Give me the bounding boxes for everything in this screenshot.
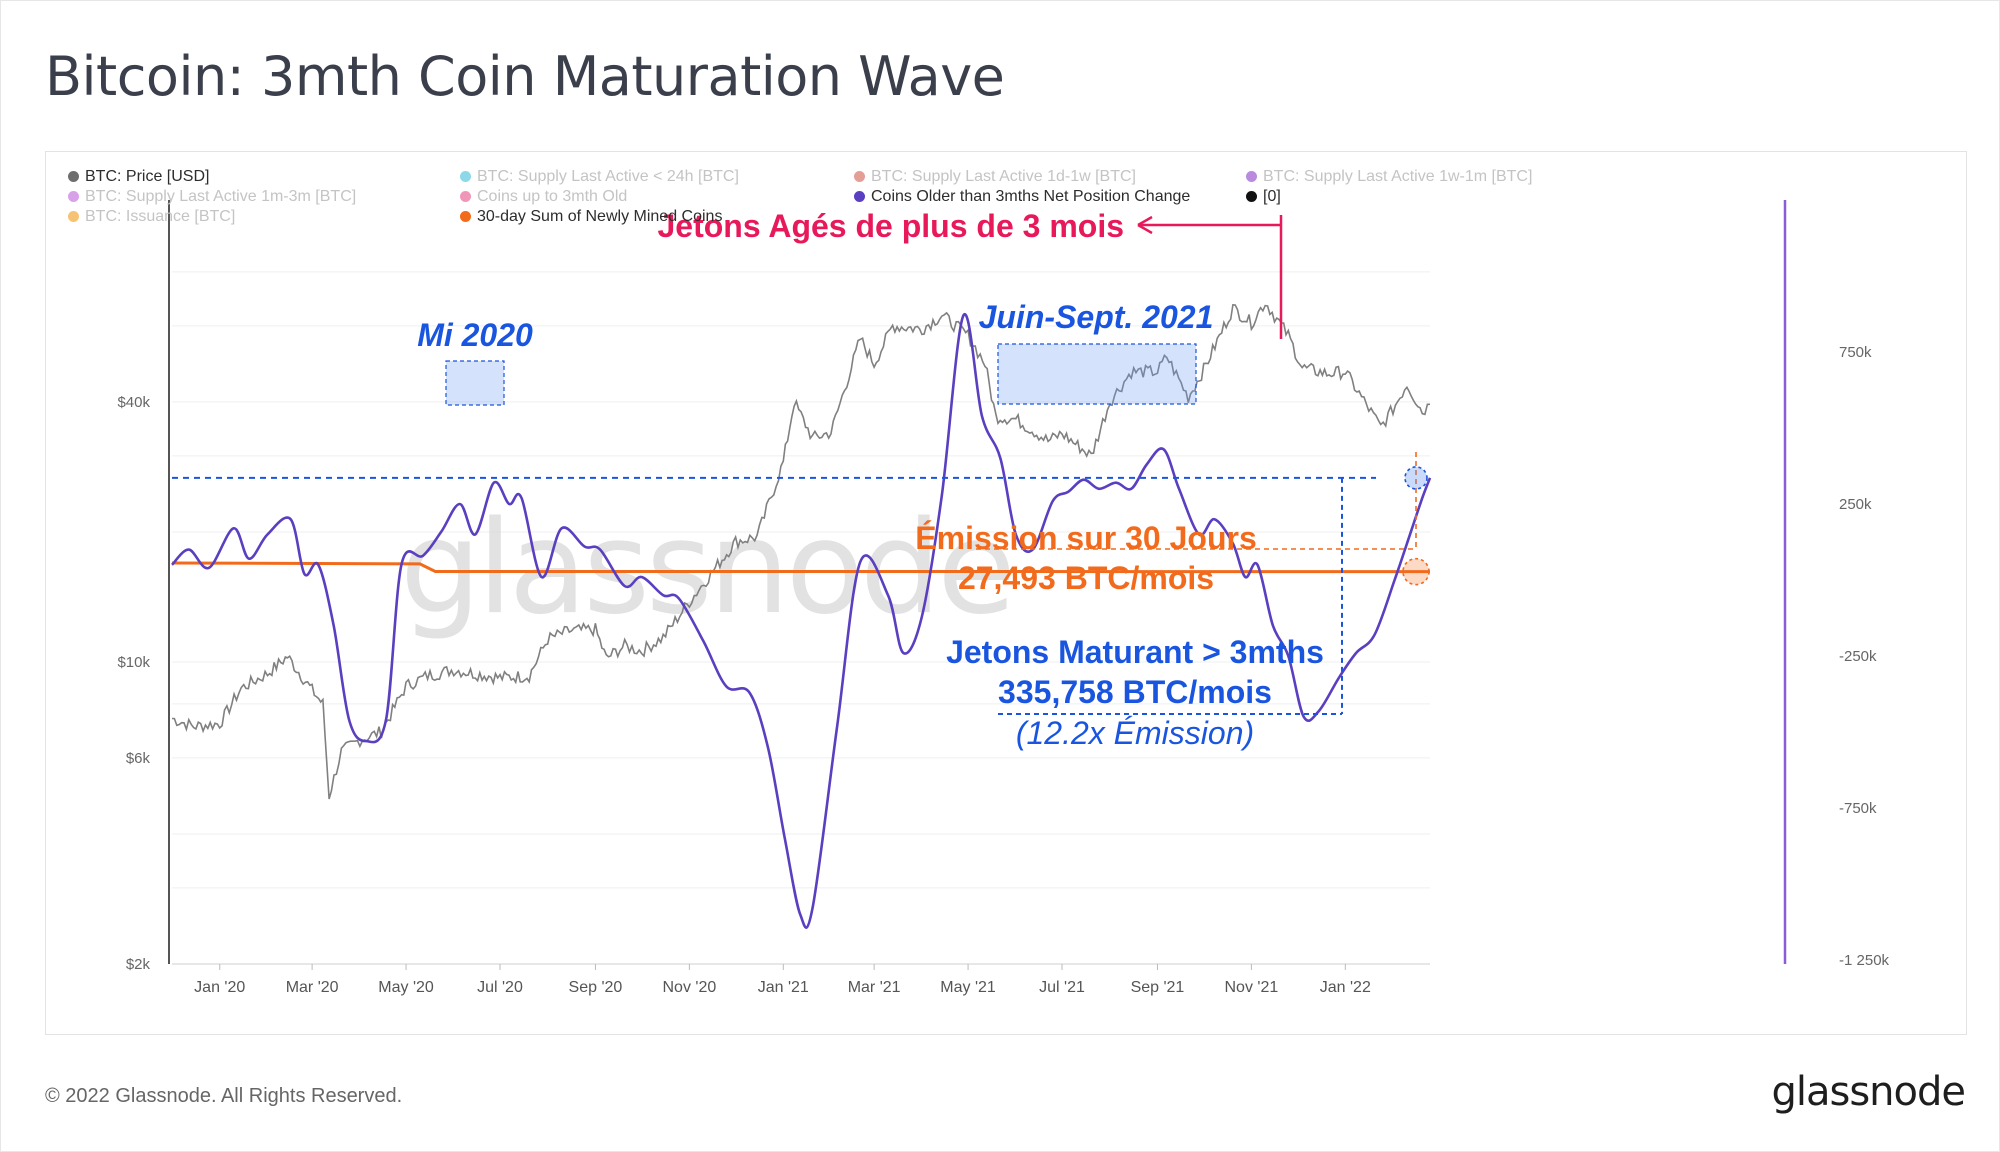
legend-label: Coins up to 3mth Old (477, 188, 628, 205)
legend-dot-icon (68, 171, 79, 182)
mi-2020-label: Mi 2020 (417, 317, 533, 353)
legend-dot-icon (854, 191, 865, 202)
x-tick-label: Jan '22 (1320, 979, 1371, 996)
emission-label-line1: Émission sur 30 Jours (915, 520, 1256, 556)
maturant-label-line1: Jetons Maturant > 3mths (946, 634, 1324, 670)
legend-item[interactable]: BTC: Supply Last Active 1w-1m [BTC] (1246, 168, 1532, 186)
legend-item[interactable]: BTC: Issuance [BTC] (68, 208, 235, 226)
chart-card: glassnode $2k $6k $10k $40k 750k 250k -250k -750… (45, 151, 1967, 1035)
legend-dot-icon (68, 191, 79, 202)
legend-dot-icon (1246, 171, 1257, 182)
jetons-ages-label: Jetons Agés de plus de 3 mois (658, 208, 1125, 244)
legend-label: BTC: Price [USD] (85, 168, 210, 185)
jetons-ages-arrow-head (1137, 215, 1153, 235)
y-right-tick-label: -1 250k (1839, 952, 1890, 969)
x-tick-label: Jul '21 (1039, 979, 1085, 996)
legend-label: Coins Older than 3mths Net Position Chan… (871, 188, 1191, 205)
legend-item[interactable]: BTC: Supply Last Active < 24h [BTC] (460, 168, 739, 186)
mi-2020-highlight-box (445, 360, 505, 406)
legend-dot-icon (1246, 191, 1257, 202)
x-tick-label: Jan '20 (194, 979, 245, 996)
legend-item[interactable]: Coins up to 3mth Old (460, 188, 627, 206)
x-tick-label: Jan '21 (758, 979, 809, 996)
legend-dot-icon (460, 191, 471, 202)
maturant-marker-circle (1404, 466, 1428, 490)
copyright-footer: © 2022 Glassnode. All Rights Reserved. (45, 1085, 403, 1107)
legend-label: 30-day Sum of Newly Mined Coins (477, 208, 723, 225)
legend-dot-icon (460, 171, 471, 182)
legend-item[interactable]: 30-day Sum of Newly Mined Coins (460, 208, 722, 226)
legend-dot-icon (460, 211, 471, 222)
x-tick-label: Mar '20 (286, 979, 339, 996)
maturant-label-line3: (12.2x Émission) (1016, 715, 1254, 751)
legend-label: [0] (1263, 188, 1281, 205)
legend-dot-icon (854, 171, 865, 182)
juin-sept-highlight-box (997, 343, 1197, 405)
legend-label: BTC: Supply Last Active 1m-3m [BTC] (85, 188, 357, 205)
y-right-tick-label: 250k (1839, 496, 1872, 513)
legend-item[interactable]: BTC: Price [USD] (68, 168, 209, 186)
x-tick-label: Jul '20 (477, 979, 523, 996)
x-tick-label: Sep '20 (569, 979, 623, 996)
x-tick-label: May '21 (940, 979, 996, 996)
legend-label: BTC: Issuance [BTC] (85, 208, 236, 225)
mined-coins-series-line (171, 561, 1431, 574)
y-left-tick-label: $40k (117, 394, 150, 411)
legend-dot-icon (68, 211, 79, 222)
y-left-tick-label: $6k (126, 750, 151, 767)
y-right-tick-label: -750k (1839, 800, 1877, 817)
legend-item[interactable]: BTC: Supply Last Active 1d-1w [BTC] (854, 168, 1136, 186)
watermark: glassnode (400, 494, 1012, 643)
x-tick-label: May '20 (378, 979, 434, 996)
emission-label-line2: 27,493 BTC/mois (958, 560, 1214, 596)
brand-logo: glassnode (1771, 1069, 1966, 1115)
x-tick-label: Sep '21 (1131, 979, 1185, 996)
x-tick-label: Nov '20 (662, 979, 716, 996)
legend-label: BTC: Supply Last Active 1d-1w [BTC] (871, 168, 1136, 185)
legend-label: BTC: Supply Last Active < 24h [BTC] (477, 168, 739, 185)
chart-svg: glassnode $2k $6k $10k $40k 750k 250k -250k -750… (117, 200, 1890, 996)
legend-item[interactable]: [0] (1246, 188, 1281, 206)
x-tick-label: Nov '21 (1225, 979, 1279, 996)
net-position-series-line (171, 312, 1432, 929)
y-right-tick-label: -250k (1839, 648, 1877, 665)
juin-sept-label: Juin-Sept. 2021 (979, 299, 1214, 335)
legend-item[interactable]: BTC: Supply Last Active 1m-3m [BTC] (68, 188, 356, 206)
y-left-tick-label: $10k (117, 654, 150, 671)
y-left-tick-label: $2k (126, 956, 151, 973)
legend-item[interactable]: Coins Older than 3mths Net Position Chan… (854, 188, 1190, 206)
y-right-tick-label: 750k (1839, 344, 1872, 361)
maturant-label-line2: 335,758 BTC/mois (998, 674, 1272, 710)
emission-marker-circle (1402, 557, 1430, 586)
legend-label: BTC: Supply Last Active 1w-1m [BTC] (1263, 168, 1533, 185)
page-title: Bitcoin: 3mth Coin Maturation Wave (45, 45, 1005, 108)
x-tick-label: Mar '21 (848, 979, 901, 996)
